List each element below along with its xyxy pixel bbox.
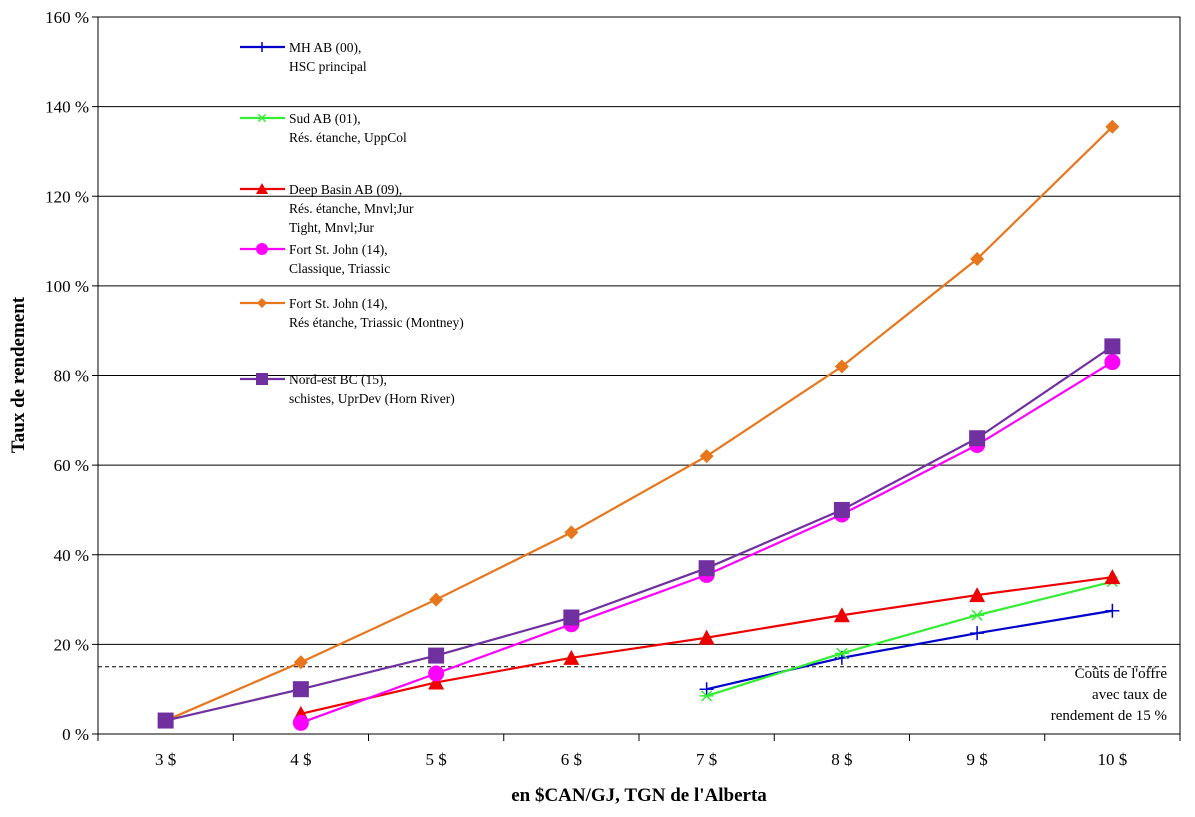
data-point [699, 449, 714, 464]
legend-label: MH AB (00), HSC principal [289, 40, 367, 74]
y-tick-label: 40 % [54, 546, 89, 565]
x-axis-title: en $CAN/GJ, TGN de l'Alberta [511, 785, 767, 806]
data-point [428, 674, 445, 690]
y-axis-title: Taux de rendement [8, 296, 29, 453]
data-point [256, 183, 268, 194]
series-3 [292, 569, 1121, 721]
data-point [257, 298, 267, 308]
data-point [970, 609, 985, 621]
series-5 [158, 119, 1120, 728]
legend-label: Sud AB (01), Rés. étanche, UppCol [289, 111, 407, 145]
y-tick-label: 100 % [45, 277, 89, 296]
data-point [834, 647, 849, 659]
data-point [1105, 119, 1120, 134]
series-6 [157, 338, 1121, 729]
data-point [257, 42, 267, 52]
series-line [300, 361, 1113, 724]
data-point [157, 712, 174, 729]
legend-label: Deep Basin AB (09), Rés. étanche, Mnvl;Ju… [289, 182, 414, 235]
y-tick-label: 60 % [54, 456, 89, 475]
data-point [699, 682, 714, 697]
series-line [165, 126, 1114, 722]
y-tick-label: 160 % [45, 8, 89, 27]
series-line [706, 580, 1113, 697]
legend-entry: Nord-est BC (15), schistes, UprDev (Horn … [240, 372, 455, 406]
data-point [292, 714, 309, 731]
data-point [1104, 354, 1121, 371]
data-point [833, 607, 850, 623]
x-tick-label: 9 $ [967, 750, 988, 769]
data-point [256, 243, 268, 255]
y-tick-label: 80 % [54, 367, 89, 386]
x-tick-label: 7 $ [696, 750, 717, 769]
x-tick-label: 10 $ [1098, 750, 1128, 769]
data-point [428, 647, 445, 664]
legend-entry: Fort St. John (14), Classique, Triassic [240, 242, 390, 276]
data-point [564, 525, 579, 540]
data-point [698, 629, 715, 645]
x-tick-label: 8 $ [831, 750, 852, 769]
data-point [1105, 603, 1120, 618]
data-point [293, 655, 308, 670]
legend-entry: Sud AB (01), Rés. étanche, UppCol [240, 111, 407, 145]
data-point [970, 626, 985, 641]
data-point [1104, 569, 1121, 585]
x-tick-label: 6 $ [561, 750, 582, 769]
legend-label: Fort St. John (14), Rés étanche, Triassic… [289, 296, 464, 330]
data-point [969, 587, 986, 603]
data-point [969, 430, 986, 447]
x-tick-label: 3 $ [155, 750, 176, 769]
data-point [257, 113, 267, 123]
data-point [429, 592, 444, 607]
data-point [833, 501, 850, 518]
series-line [165, 345, 1113, 722]
legend-label: Nord-est BC (15), schistes, UprDev (Horn … [289, 372, 455, 406]
data-point [563, 649, 580, 665]
series-1 [699, 603, 1120, 697]
axes: 0 % 20 % 40 % 60 % 80 % 100 % 120 % 140 % 160 % 3… [45, 8, 1181, 769]
gridlines [98, 106, 1180, 645]
series-2 [699, 576, 1120, 702]
data-point [699, 690, 714, 702]
x-tick-label: 5 $ [426, 750, 447, 769]
legend: MH AB (00), HSC principal Sud AB (01), Rés.… [240, 40, 464, 406]
data-point [428, 665, 445, 682]
data-point [256, 373, 268, 385]
threshold-label: Coûts de l'offre avec taux de rendement de… [1051, 666, 1168, 724]
legend-entry: MH AB (00), HSC principal [240, 40, 367, 74]
legend-entry: Fort St. John (14), Rés étanche, Triassic… [240, 296, 464, 330]
threshold-group: Coûts de l'offre avec taux de rendement de… [98, 666, 1168, 724]
series-4 [292, 354, 1121, 731]
data-point [292, 681, 309, 698]
y-tick-label: 140 % [45, 98, 89, 117]
y-tick-label: 120 % [45, 187, 89, 206]
y-tick-label: 0 % [62, 725, 89, 744]
series-group [157, 119, 1121, 731]
data-point [970, 251, 985, 266]
legend-entry: Deep Basin AB (09), Rés. étanche, Mnvl;Ju… [240, 182, 414, 235]
data-point [698, 560, 715, 577]
data-point [1104, 338, 1121, 355]
data-point [563, 609, 580, 626]
y-tick-label: 20 % [54, 635, 89, 654]
x-tick-label: 4 $ [290, 750, 311, 769]
legend-label: Fort St. John (14), Classique, Triassic [289, 242, 390, 276]
data-point [834, 359, 849, 374]
